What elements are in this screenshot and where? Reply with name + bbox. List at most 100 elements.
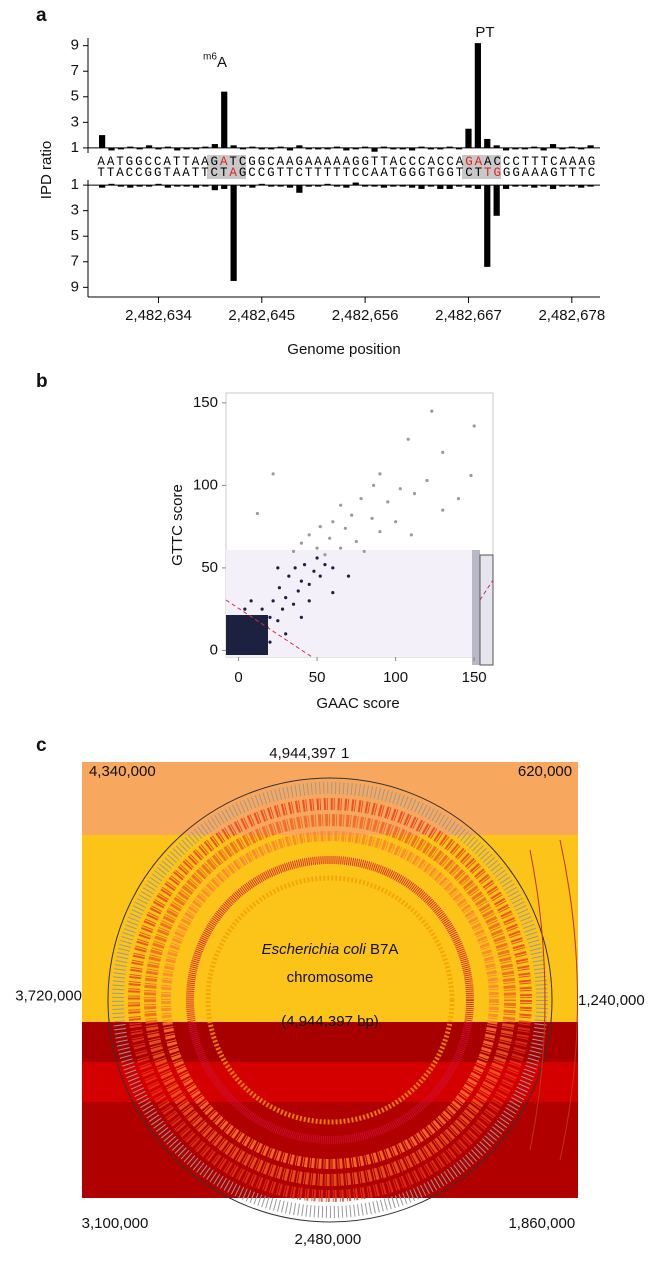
bar bbox=[117, 185, 124, 187]
bar bbox=[202, 146, 209, 149]
bar bbox=[493, 145, 500, 148]
sequence-segment: TG bbox=[484, 166, 501, 180]
bar bbox=[108, 147, 115, 151]
x-tick-label: 2,482,667 bbox=[435, 307, 502, 324]
bar bbox=[418, 185, 425, 189]
bar bbox=[455, 147, 463, 150]
bar bbox=[531, 146, 538, 149]
bar bbox=[465, 128, 472, 148]
point bbox=[350, 513, 354, 517]
bar bbox=[230, 145, 237, 148]
y-tick-label: 0 bbox=[210, 641, 218, 658]
point bbox=[359, 497, 363, 501]
y-tick-label: 9 bbox=[71, 278, 79, 295]
bar bbox=[559, 185, 566, 187]
bar bbox=[268, 185, 275, 187]
bar bbox=[502, 185, 510, 189]
point bbox=[299, 579, 303, 583]
sequence-segment: A bbox=[229, 166, 237, 180]
bar bbox=[174, 147, 181, 151]
bar bbox=[484, 138, 491, 148]
y-tick-label: 3 bbox=[71, 113, 79, 130]
bar bbox=[437, 185, 444, 189]
map-band bbox=[82, 835, 578, 1025]
bar bbox=[230, 185, 237, 281]
point bbox=[244, 647, 249, 651]
bar bbox=[286, 185, 294, 188]
sequence-segment: GCCGTTCTTTTTCCAATGGGTGGTCT bbox=[239, 166, 483, 180]
bar bbox=[474, 43, 481, 148]
bar bbox=[446, 185, 453, 189]
plot-artifact bbox=[472, 550, 480, 665]
bar bbox=[324, 147, 331, 150]
bar bbox=[333, 185, 341, 187]
point bbox=[299, 615, 303, 620]
point bbox=[409, 533, 413, 537]
x-axis-label: Genome position bbox=[287, 341, 400, 358]
point bbox=[372, 483, 376, 487]
point bbox=[287, 574, 291, 578]
point bbox=[331, 591, 335, 595]
bar bbox=[117, 147, 124, 150]
bar bbox=[145, 145, 153, 148]
y-axis-label: GTTC score bbox=[169, 484, 186, 566]
position-label: 1 bbox=[341, 745, 349, 762]
bar bbox=[521, 185, 528, 187]
point bbox=[255, 624, 260, 628]
annotation: PT bbox=[475, 24, 494, 41]
bar bbox=[568, 185, 575, 187]
point bbox=[277, 586, 281, 590]
bar bbox=[258, 183, 265, 186]
position-label: 1,240,000 bbox=[578, 992, 645, 1009]
bar bbox=[127, 185, 134, 188]
threshold-line bbox=[479, 579, 494, 601]
map-subtitle: chromosome bbox=[287, 969, 374, 986]
feature-ring bbox=[186, 856, 474, 1144]
sequence: TTACCGGTAATTCT A GCCGTTCTTTTTCCAATGGGTGGTC… bbox=[97, 166, 595, 180]
bar bbox=[465, 185, 472, 188]
bar bbox=[202, 185, 209, 187]
feature-ring bbox=[128, 798, 532, 1202]
bar bbox=[568, 146, 575, 149]
point bbox=[291, 549, 296, 554]
motif-box bbox=[207, 155, 246, 179]
bar bbox=[192, 147, 200, 150]
bar bbox=[315, 185, 322, 187]
bar bbox=[549, 185, 557, 189]
bar bbox=[362, 185, 369, 187]
artifact-arc bbox=[529, 839, 578, 1161]
bar bbox=[305, 185, 312, 187]
point bbox=[346, 574, 351, 578]
point bbox=[406, 437, 410, 441]
y-tick-label: 7 bbox=[71, 62, 79, 79]
y-tick-label: 150 bbox=[193, 394, 218, 411]
bar bbox=[324, 183, 331, 186]
bar bbox=[587, 185, 594, 187]
point bbox=[293, 566, 297, 570]
organism: Escherichia coli bbox=[262, 941, 367, 958]
bar bbox=[174, 185, 181, 187]
bar bbox=[164, 146, 171, 149]
x-tick-label: 2,482,634 bbox=[125, 307, 192, 324]
outer-ring bbox=[107, 777, 553, 1223]
bar bbox=[127, 146, 134, 149]
point bbox=[394, 520, 398, 524]
y-tick-label: 7 bbox=[71, 253, 79, 270]
y-tick-label: 50 bbox=[201, 559, 218, 576]
bar bbox=[268, 147, 275, 150]
bar bbox=[239, 185, 247, 187]
point bbox=[240, 643, 244, 648]
bar bbox=[239, 147, 247, 150]
point bbox=[312, 569, 316, 573]
point bbox=[315, 546, 319, 550]
bar bbox=[540, 147, 547, 151]
strain: B7A bbox=[370, 941, 398, 958]
bar bbox=[390, 147, 397, 150]
feature-ring bbox=[205, 875, 455, 1125]
bar bbox=[296, 185, 303, 193]
sequence-segment: TTACCGGTAATTCT bbox=[97, 166, 228, 180]
bar bbox=[333, 146, 341, 149]
point bbox=[331, 566, 335, 570]
y-tick-label: 5 bbox=[71, 227, 79, 244]
